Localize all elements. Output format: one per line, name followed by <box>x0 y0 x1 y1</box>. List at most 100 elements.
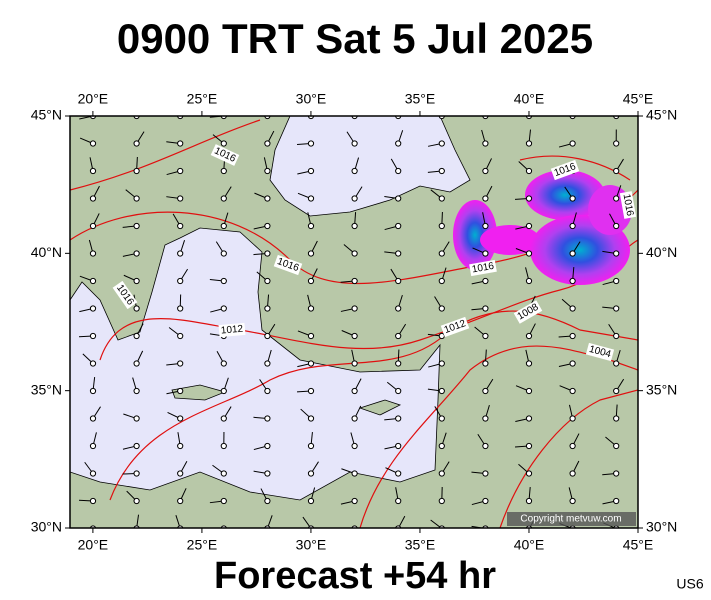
barb-station <box>395 250 402 257</box>
lon-label: 30°E <box>296 91 327 107</box>
isobar-label: 1004 <box>585 342 615 362</box>
barb-station <box>525 360 533 367</box>
barb-station <box>307 360 315 367</box>
barb-station <box>482 140 489 147</box>
barb-station <box>351 332 358 340</box>
barb-station <box>613 470 620 477</box>
barb-station <box>89 497 97 505</box>
isobar-label-box <box>619 191 637 219</box>
barb-station <box>351 277 358 285</box>
isobar-label: 1012 <box>218 322 246 338</box>
barb-station <box>264 277 271 285</box>
lat-label: 35°N <box>31 381 62 397</box>
barb-station <box>220 305 227 312</box>
barb-station <box>525 222 533 230</box>
barb-station <box>307 277 315 285</box>
isobar-label-box <box>112 280 138 310</box>
barb-station <box>438 332 445 340</box>
barb-station <box>395 140 402 147</box>
barb-staff <box>615 116 617 117</box>
barb-station <box>177 497 184 505</box>
barb-station <box>395 167 402 175</box>
barb-station <box>307 305 315 312</box>
barb-station <box>482 360 489 367</box>
isobar-label-box <box>513 300 543 324</box>
barb-staff <box>310 116 311 117</box>
barb-station <box>569 305 576 312</box>
barb-station <box>395 222 402 230</box>
barb-station <box>264 387 271 395</box>
cyprus <box>358 399 402 416</box>
title: 0900 TRT Sat 5 Jul 2025 <box>117 15 593 62</box>
barb-station <box>438 222 445 230</box>
lon-label: 45°E <box>623 91 654 107</box>
lat-label: 35°N <box>646 381 677 397</box>
barb-station <box>220 222 227 230</box>
barb-station <box>438 305 445 312</box>
barb-station <box>133 222 140 230</box>
barb-station <box>351 442 358 450</box>
barb-station <box>133 497 140 505</box>
isobar-label-box <box>210 144 240 166</box>
lat-label: 40°N <box>31 244 62 260</box>
barb-station <box>525 415 533 422</box>
barb-station <box>569 277 576 285</box>
barb-station <box>307 415 315 422</box>
barb-station <box>133 332 140 340</box>
barb-station <box>307 470 315 477</box>
barb-station <box>613 195 620 202</box>
isobar-label-box <box>218 322 246 338</box>
barb-station <box>569 360 576 367</box>
barb-station <box>482 470 489 477</box>
barb-station <box>264 250 271 257</box>
barb-station <box>307 222 315 230</box>
barb-station <box>395 195 402 202</box>
mediterranean-sea <box>70 227 441 501</box>
barb-station <box>569 222 576 230</box>
barb-station <box>89 140 97 147</box>
barb-station <box>89 305 97 312</box>
lon-label: 40°E <box>514 537 545 553</box>
isobar-label-box <box>585 342 615 362</box>
barb-station <box>613 442 620 450</box>
barb-station <box>220 415 227 422</box>
barb-station <box>438 195 445 202</box>
barb-station <box>482 167 489 175</box>
barb-station <box>133 360 140 367</box>
barb-station <box>264 332 271 340</box>
barb-station <box>89 167 97 175</box>
barb-station <box>613 497 620 505</box>
barb-station <box>133 470 140 477</box>
barb-station <box>395 360 402 367</box>
barb-station <box>307 140 315 147</box>
barb-station <box>89 195 97 202</box>
lon-label: 35°E <box>405 537 436 553</box>
barb-station <box>613 250 620 257</box>
barb-station <box>395 470 402 477</box>
barb-station <box>438 360 445 367</box>
black-sea <box>269 116 471 217</box>
barb-station <box>525 140 533 147</box>
barb-station <box>525 470 533 477</box>
lat-label: 30°N <box>646 519 677 535</box>
map-frame <box>69 115 639 529</box>
barb-station <box>89 250 97 257</box>
barb-staff <box>179 116 181 117</box>
barb-station <box>525 387 533 395</box>
barb-station <box>133 167 140 175</box>
barb-station <box>438 277 445 285</box>
isobar-label-text: 1012 <box>220 324 244 337</box>
barb-station <box>569 497 576 505</box>
copyright: Copyright metvuw.com <box>520 514 621 525</box>
barb-station <box>569 332 576 340</box>
barb-station <box>351 415 358 422</box>
barb-station <box>177 442 184 450</box>
barb-station <box>220 277 227 285</box>
crete <box>171 384 227 401</box>
barb-station <box>613 332 620 340</box>
barb-station <box>438 250 445 257</box>
barb-station <box>220 470 227 477</box>
barb-station <box>525 442 533 450</box>
barb-station <box>395 332 402 340</box>
